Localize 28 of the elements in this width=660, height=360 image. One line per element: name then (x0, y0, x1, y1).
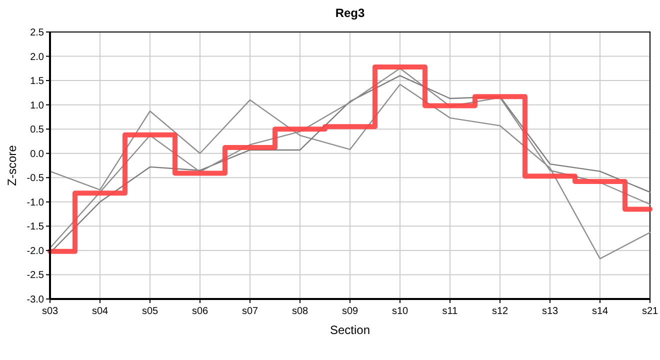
y-axis-title: Z-score (5, 144, 19, 186)
x-tick-label: s09 (342, 306, 358, 317)
x-tick-label: s21 (642, 306, 658, 317)
y-tick-label: 0.0 (30, 148, 44, 160)
x-tick-label: s06 (192, 306, 208, 317)
x-axis-title: Section (330, 323, 370, 337)
y-tick-label: 1.0 (30, 100, 44, 112)
x-tick-label: s10 (392, 306, 408, 317)
x-tick-label: s13 (542, 306, 558, 317)
y-tick-label: 0.5 (30, 124, 44, 136)
x-tick-label: s07 (242, 306, 258, 317)
y-tick-label: 1.5 (30, 76, 44, 88)
y-tick-label: 2.0 (30, 52, 44, 63)
y-tick-label: -2.5 (26, 270, 44, 282)
x-tick-label: s11 (442, 306, 458, 317)
x-tick-label: s03 (42, 306, 58, 317)
y-tick-label: -1.0 (26, 197, 44, 208)
chart-title: Reg3 (335, 6, 365, 20)
x-tick-label: s08 (292, 306, 308, 317)
x-tick-label: s05 (142, 306, 158, 317)
y-tick-label: -3.0 (26, 294, 44, 306)
y-tick-label: -2.0 (26, 246, 44, 257)
y-tick-label: -1.5 (26, 222, 44, 233)
y-tick-label: 2.5 (30, 28, 44, 38)
y-tick-label: -0.5 (26, 173, 44, 184)
x-tick-label: s12 (492, 306, 508, 317)
x-tick-label: s14 (592, 306, 608, 317)
x-tick-label: s04 (92, 306, 108, 317)
